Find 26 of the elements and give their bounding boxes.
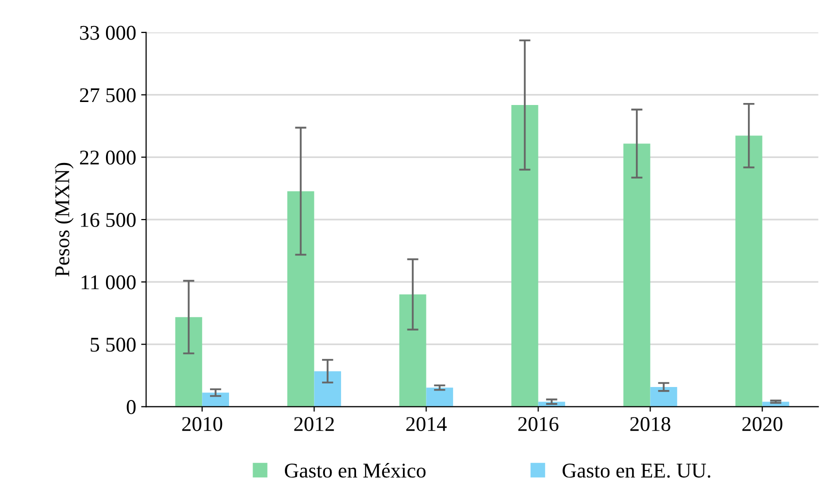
- y-tick-label: 22 000: [80, 150, 136, 165]
- y-tick-label: 27 500: [80, 88, 136, 102]
- x-tick-label: 2010: [182, 417, 222, 432]
- y-tick-label: 16 500: [80, 212, 136, 227]
- x-tick-label: 2020: [742, 417, 782, 432]
- bar: [287, 191, 314, 407]
- y-axis-title: Pesos (MXN): [54, 162, 74, 277]
- y-tick-label: 11 000: [82, 275, 136, 290]
- bar: [202, 392, 230, 407]
- x-tick-label: 2016: [518, 417, 558, 432]
- bar: [175, 317, 202, 407]
- bar: [511, 105, 538, 407]
- bar: [735, 136, 762, 407]
- bar: [314, 371, 342, 407]
- bar: [650, 386, 678, 407]
- y-tick-label: 0: [126, 400, 136, 414]
- bar: [623, 144, 650, 407]
- y-tick-label: 33 000: [80, 26, 136, 40]
- x-tick-label: 2012: [294, 417, 334, 432]
- legend-label: Gasto en EE. UU.: [562, 464, 710, 478]
- y-tick-label: 5 500: [90, 338, 136, 352]
- bar: [426, 388, 454, 407]
- x-tick-label: 2014: [406, 417, 447, 432]
- legend-label: Gasto en México: [284, 462, 426, 478]
- bar: [399, 294, 426, 407]
- x-tick-label: 2018: [630, 417, 670, 432]
